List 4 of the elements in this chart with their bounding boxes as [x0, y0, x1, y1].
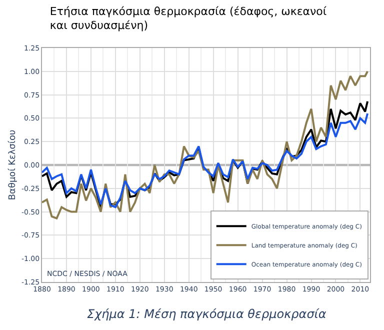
text: Σχήμα 1: Μέση παγκόσμια θερμοκρασία — [87, 307, 326, 321]
y-axis-title: Βαθμοί Κελσίου — [6, 130, 18, 200]
line-series — [42, 70, 369, 220]
chart-title: Ετήσια παγκόσμια θερμοκρασία (έδαφος, ωκεανοί και συνδυασμένη) — [50, 4, 327, 32]
